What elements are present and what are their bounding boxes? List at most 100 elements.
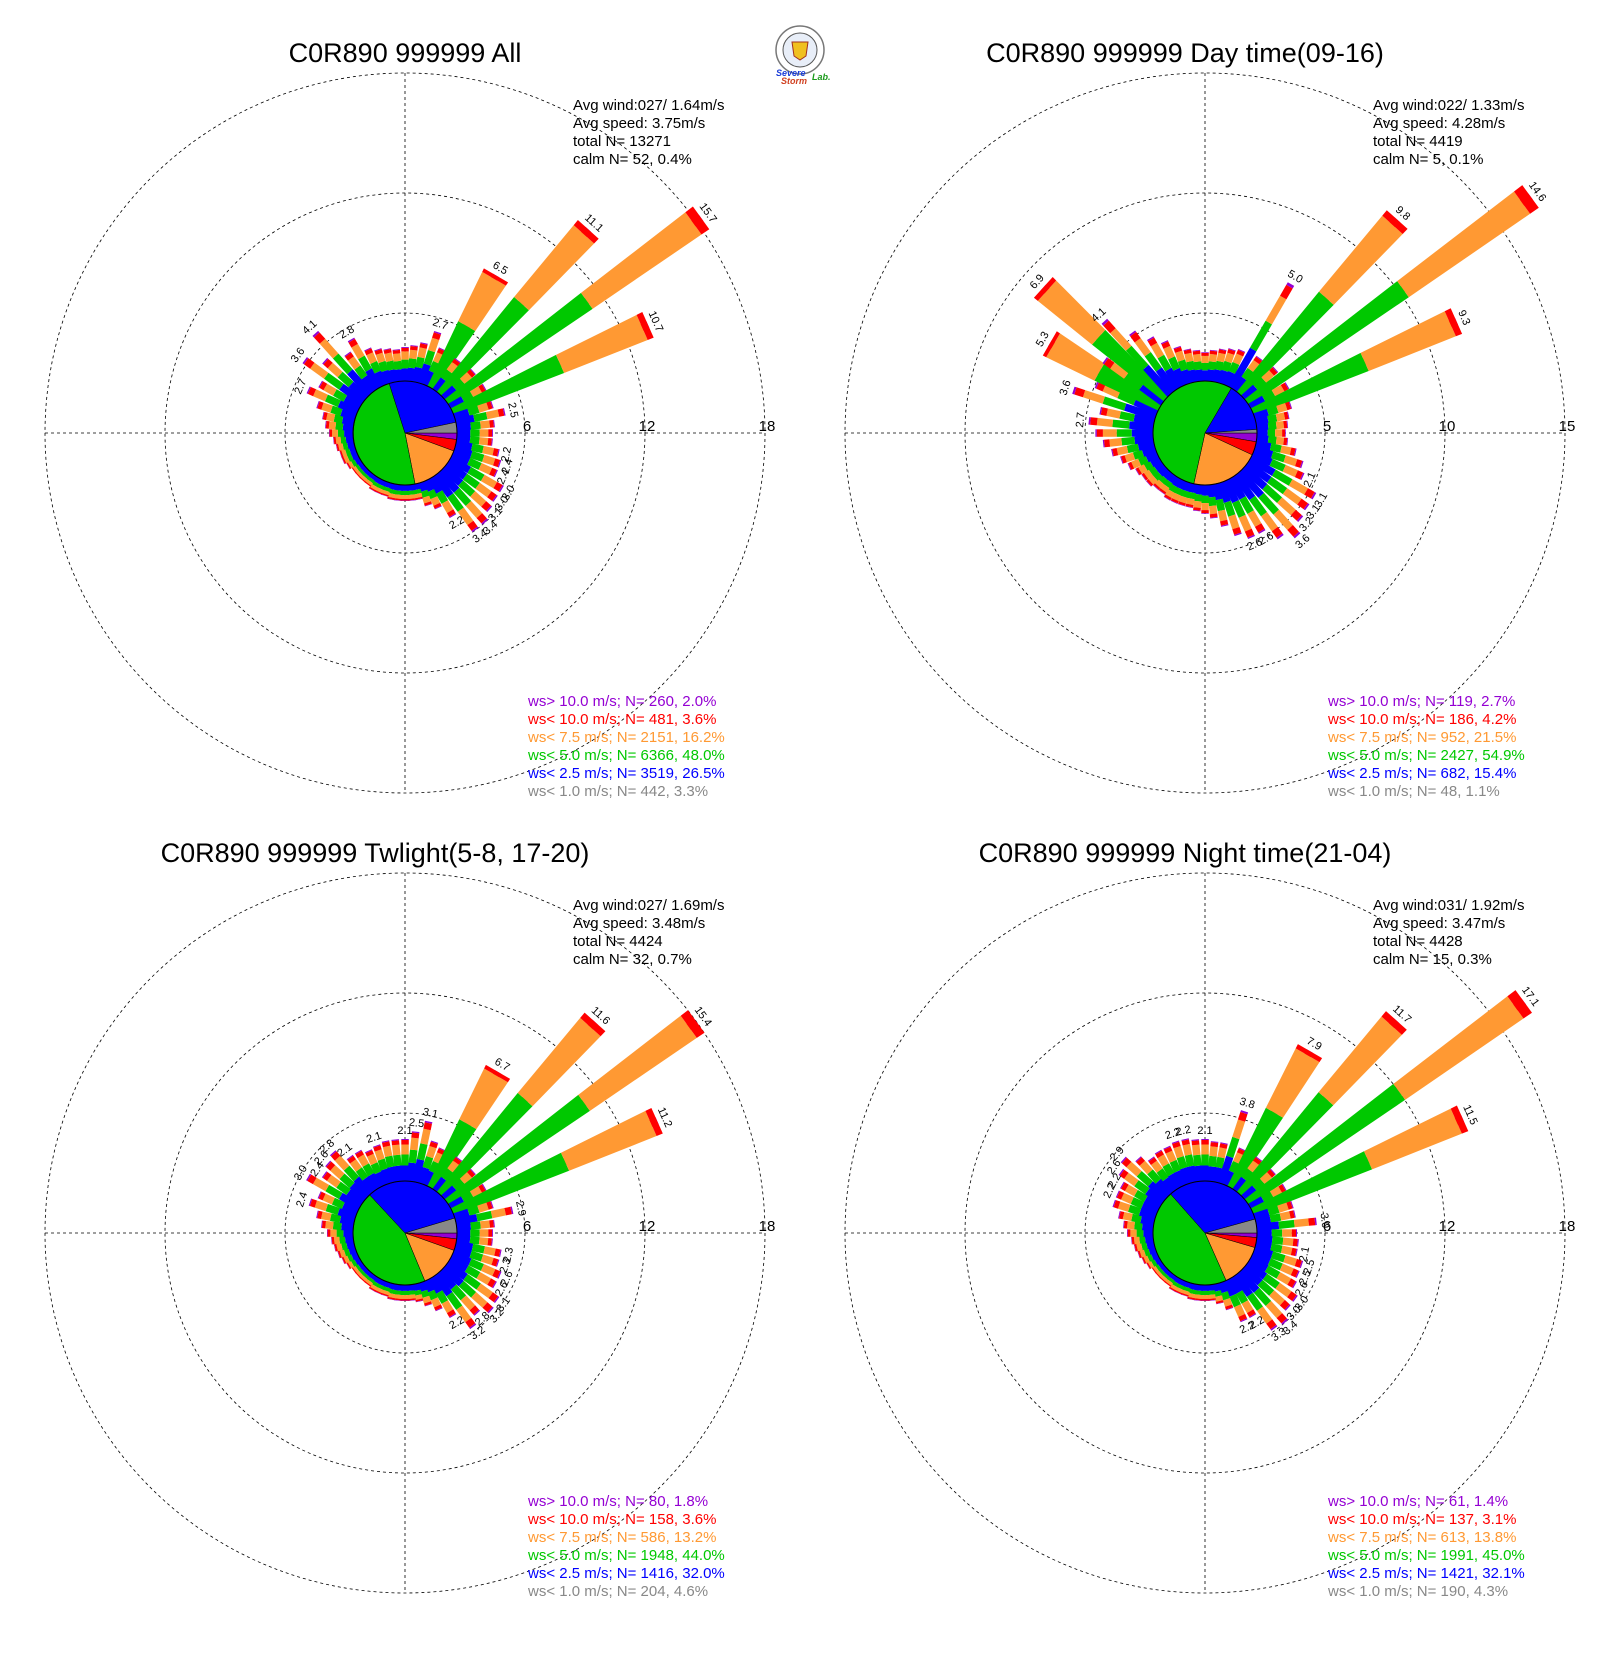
bar-segment <box>364 348 374 356</box>
sector-bar-59 <box>392 349 404 382</box>
bar-segment <box>1262 1273 1280 1289</box>
bar-segment <box>1214 360 1224 371</box>
bar-segment <box>1149 455 1162 468</box>
bar-segment <box>1287 525 1299 537</box>
bar-segment <box>1293 1218 1309 1228</box>
sector-label: 2.7 <box>292 377 309 396</box>
bar-segment <box>1277 1202 1289 1213</box>
bar-segment <box>1283 437 1288 446</box>
bar-segment <box>444 1260 468 1281</box>
bar-segment <box>408 1298 416 1301</box>
bar-segment <box>1112 419 1130 429</box>
bar-segment <box>1209 350 1218 355</box>
sector-label: 2.1 <box>1197 1125 1212 1137</box>
bar-segment <box>346 1154 354 1160</box>
bar-segment <box>453 1157 462 1165</box>
pie-outline <box>352 380 458 486</box>
bar-segment <box>1269 367 1278 376</box>
bar-segment <box>325 421 330 429</box>
bar-segment <box>330 405 343 416</box>
bar-segment <box>336 1181 351 1195</box>
bar-segment <box>492 448 499 457</box>
sector-bar-21 <box>444 1260 500 1303</box>
sector-bar-14 <box>1256 420 1289 432</box>
bar-segment <box>1124 1172 1139 1187</box>
bar-segment <box>382 1145 393 1157</box>
bar-segment <box>492 1281 497 1289</box>
bar-segment <box>467 457 482 470</box>
sector-bar-45 <box>1095 429 1153 437</box>
bar-segment <box>1267 1205 1280 1216</box>
bar-segment <box>1162 1163 1175 1177</box>
bar-segment <box>1119 1169 1129 1179</box>
bar-segment <box>339 449 344 458</box>
bar-segment <box>1147 1260 1155 1269</box>
bar-segment <box>1194 369 1204 382</box>
bar-segment <box>337 400 359 416</box>
bar-segment <box>493 419 495 428</box>
bar-segment <box>480 420 490 429</box>
bar-segment <box>471 1292 488 1308</box>
ring-label-1: 6 <box>523 1218 531 1235</box>
sector-bar-13 <box>1255 1210 1296 1226</box>
bar-segment <box>1157 354 1172 372</box>
bar-segment <box>1293 1210 1296 1218</box>
sector-bar-50 <box>318 380 362 411</box>
bar-segment <box>1163 1146 1173 1154</box>
bar-segment <box>333 436 335 445</box>
bar-segment <box>1215 498 1226 512</box>
bar-segment <box>335 436 342 444</box>
bar-segment <box>369 1283 378 1291</box>
bar-segment <box>1117 391 1137 406</box>
bar-segment <box>1226 1136 1240 1158</box>
bar-segment <box>1276 1313 1287 1324</box>
bar-segment <box>467 466 485 482</box>
bar-segment <box>321 1220 326 1229</box>
ring-label-3: 18 <box>759 418 776 435</box>
bar-segment <box>1139 1160 1153 1175</box>
bar-segment <box>1270 1324 1278 1331</box>
bar-segment <box>1135 1156 1142 1163</box>
sector-bar-15 <box>1257 1229 1297 1237</box>
bar-segment <box>1194 1165 1204 1182</box>
bar-segment <box>321 1211 332 1221</box>
bar-segment <box>1253 1287 1272 1306</box>
bar-segment <box>1201 1140 1209 1145</box>
bar-segment <box>423 1122 432 1131</box>
bar-segment <box>1232 500 1246 518</box>
bar-segment <box>394 369 404 382</box>
bar-segment <box>356 470 364 478</box>
bar-segment <box>327 1229 331 1237</box>
wide-bar-segment <box>578 1015 697 1111</box>
sector-bar-29 <box>1206 484 1218 519</box>
bar-segment <box>1102 429 1117 437</box>
sector-bar-50 <box>1120 1181 1162 1211</box>
bar-segment <box>1281 1245 1293 1256</box>
bar-segment <box>1267 421 1277 431</box>
sector-bar-21 <box>1244 460 1310 511</box>
bar-segment <box>1288 401 1293 409</box>
bar-segment <box>325 1184 343 1200</box>
sector-bar-8 <box>441 368 476 401</box>
bar-segment <box>1101 318 1109 326</box>
bar-segment <box>448 396 465 411</box>
bar-segment <box>1255 1156 1263 1162</box>
bar-segment <box>339 1173 355 1189</box>
bar-segment <box>1241 1185 1258 1201</box>
bar-segment <box>1187 1292 1196 1299</box>
bar-segment <box>415 496 423 500</box>
bar-segment <box>1141 472 1149 481</box>
bar-segment <box>427 489 438 500</box>
bar-segment <box>1247 510 1262 527</box>
bar-segment <box>453 408 470 421</box>
bar-segment <box>388 488 397 495</box>
bar-segment <box>1178 495 1188 504</box>
bar-segment <box>1155 367 1178 394</box>
bar-segment <box>476 1283 493 1299</box>
bar-segment <box>490 1208 506 1219</box>
bar-segment <box>1102 439 1105 448</box>
bar-segment <box>449 513 457 518</box>
bar-segment <box>1257 1229 1272 1237</box>
sector-bar-46 <box>1088 417 1154 432</box>
wide-bar-segment <box>1250 1151 1373 1216</box>
